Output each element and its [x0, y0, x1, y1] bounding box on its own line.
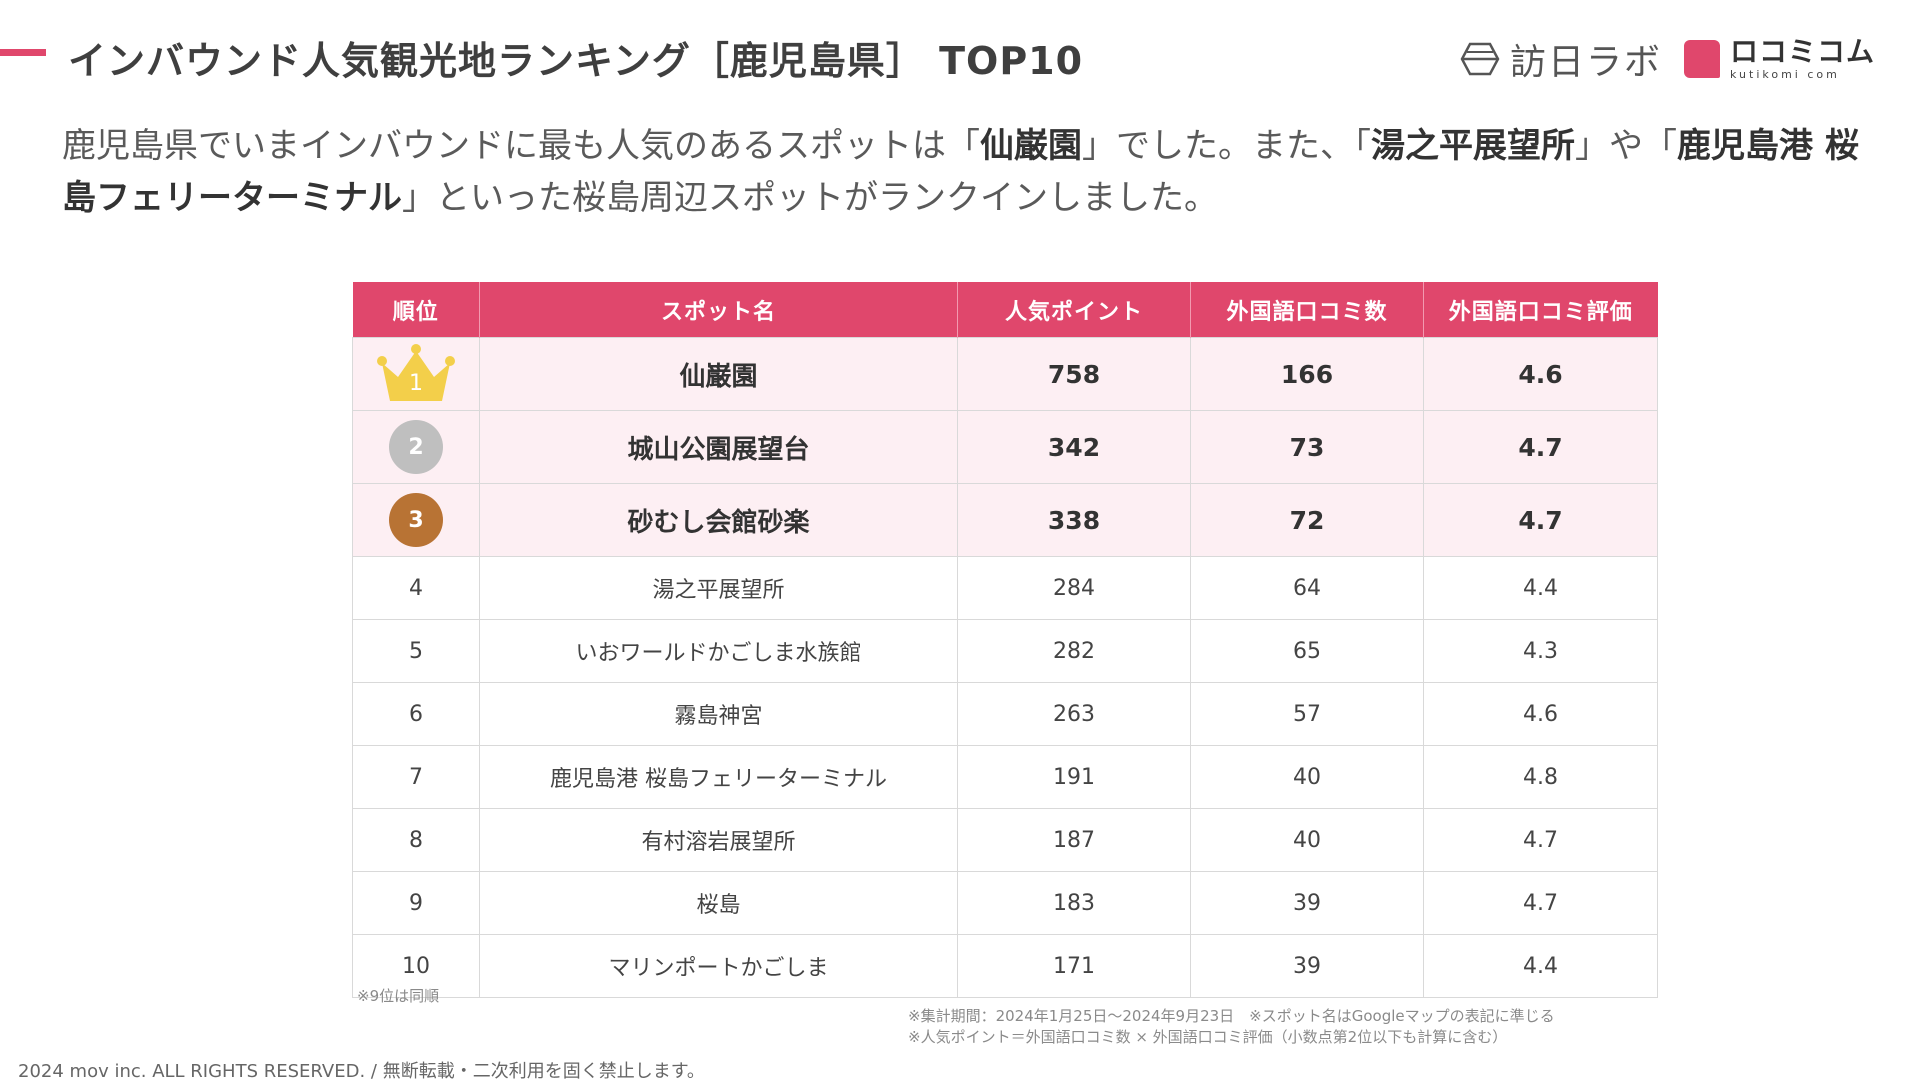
spot-name: 桜島 [479, 871, 958, 935]
rating-cell: 4.7 [1423, 871, 1658, 935]
rank-cell: 5 [352, 619, 480, 683]
spot-name: 有村溶岩展望所 [479, 808, 958, 872]
table-header-row: 順位 スポット名 人気ポイント 外国語口コミ数 外国語口コミ評価 [352, 282, 1658, 338]
col-header-rank: 順位 [352, 282, 480, 338]
col-header-rating: 外国語口コミ評価 [1423, 282, 1658, 338]
ranking-table: 順位 スポット名 人気ポイント 外国語口コミ数 外国語口コミ評価 1 仙巌園 [352, 282, 1658, 998]
kutikomi-logo-text: ロコミコム [1730, 35, 1876, 68]
copyright-text: 2024 mov inc. ALL RIGHTS RESERVED. / 無断転… [18, 1061, 705, 1082]
logo-group: 訪日ラボ ロコミコム kutikomi com [1460, 34, 1875, 84]
rank-cell: 7 [352, 745, 480, 809]
col-header-spot: スポット名 [479, 282, 958, 338]
intro-text: 鹿児島県でいまインバウンドに最も人気のあるスポットは「仙巌園」でした。また、「湯… [62, 126, 1859, 218]
rank-cell: 3 [352, 483, 480, 557]
rating-cell: 4.7 [1423, 808, 1658, 872]
points-cell: 183 [957, 871, 1191, 935]
points-cell: 284 [957, 556, 1191, 620]
spot-name: 砂むし会館砂楽 [479, 483, 958, 557]
rank-cell: 8 [352, 808, 480, 872]
kutikomi-logo-icon [1684, 40, 1721, 78]
reviews-cell: 73 [1190, 410, 1424, 484]
rank-number: 1 [409, 371, 423, 396]
reviews-cell: 65 [1190, 619, 1424, 683]
table-row: 5 いおワールドかごしま水族館 282 65 4.3 [352, 619, 1658, 683]
rating-cell: 4.6 [1423, 337, 1658, 411]
col-header-points: 人気ポイント [957, 282, 1191, 338]
rating-cell: 4.4 [1423, 556, 1658, 620]
spot-name: 湯之平展望所 [479, 556, 958, 620]
bronze-medal-icon: 3 [389, 493, 443, 547]
table-row: 1 仙巌園 758 166 4.6 [352, 337, 1658, 411]
col-header-reviews: 外国語口コミ数 [1190, 282, 1424, 338]
lab-logo-text: 訪日ラボ [1510, 42, 1663, 83]
points-cell: 263 [957, 682, 1191, 746]
spot-name: マリンポートかごしま [479, 934, 958, 998]
page-title: インバウンド人気観光地ランキング［鹿児島県］ TOP10 [68, 39, 1084, 83]
rating-cell: 4.4 [1423, 934, 1658, 998]
points-cell: 187 [957, 808, 1191, 872]
table-row: 7 鹿児島港 桜島フェリーターミナル 191 40 4.8 [352, 745, 1658, 809]
rank-cell: 1 [352, 337, 480, 411]
reviews-cell: 64 [1190, 556, 1424, 620]
spot-name: 仙巌園 [479, 337, 958, 411]
table-row: 8 有村溶岩展望所 187 40 4.7 [352, 808, 1658, 872]
silver-medal-icon: 2 [389, 420, 443, 474]
houjin-lab-logo: 訪日ラボ [1460, 33, 1662, 85]
rank-cell: 9 [352, 871, 480, 935]
spot-name: 鹿児島港 桜島フェリーターミナル [479, 745, 958, 809]
reviews-cell: 166 [1190, 337, 1424, 411]
rank-cell: 2 [352, 410, 480, 484]
rank-cell: 4 [352, 556, 480, 620]
spot-name: 霧島神宮 [479, 682, 958, 746]
rating-cell: 4.8 [1423, 745, 1658, 809]
table-row: 6 霧島神宮 263 57 4.6 [352, 682, 1658, 746]
lab-logo-icon [1460, 42, 1500, 76]
rating-cell: 4.7 [1423, 483, 1658, 557]
period-note: ※集計期間：2024年1月25日～2024年9月23日 ※スポット名はGoogl… [908, 1007, 1555, 1025]
rank-cell: 6 [352, 682, 480, 746]
table-row: 3 砂むし会館砂楽 338 72 4.7 [352, 483, 1658, 557]
kutikomi-logo: ロコミコム kutikomi com [1684, 38, 1875, 80]
points-cell: 191 [957, 745, 1191, 809]
points-cell: 282 [957, 619, 1191, 683]
points-cell: 171 [957, 934, 1191, 998]
rating-cell: 4.3 [1423, 619, 1658, 683]
spot-name: いおワールドかごしま水族館 [479, 619, 958, 683]
table-row: 4 湯之平展望所 284 64 4.4 [352, 556, 1658, 620]
tie-note: ※9位は同順 [357, 987, 440, 1005]
formula-note: ※人気ポイント＝外国語口コミ数 × 外国語口コミ評価（小数点第2位以下も計算に含… [908, 1028, 1508, 1046]
table-row: 9 桜島 183 39 4.7 [352, 871, 1658, 935]
reviews-cell: 40 [1190, 808, 1424, 872]
points-cell: 338 [957, 483, 1191, 557]
highlight-spot-3: 鹿児島港 桜島フェリーターミナル [62, 126, 1859, 218]
highlight-spot-1: 仙巌園 [980, 126, 1082, 166]
reviews-cell: 40 [1190, 745, 1424, 809]
rating-cell: 4.6 [1423, 682, 1658, 746]
reviews-cell: 72 [1190, 483, 1424, 557]
table-row: 2 城山公園展望台 342 73 4.7 [352, 410, 1658, 484]
spot-name: 城山公園展望台 [479, 410, 958, 484]
points-cell: 758 [957, 337, 1191, 411]
rank-cell: 10 [352, 934, 480, 998]
rating-cell: 4.7 [1423, 410, 1658, 484]
reviews-cell: 57 [1190, 682, 1424, 746]
points-cell: 342 [957, 410, 1191, 484]
kutikomi-logo-subtext: kutikomi com [1730, 68, 1840, 81]
reviews-cell: 39 [1190, 934, 1424, 998]
header-accent-bar [0, 49, 46, 56]
highlight-spot-2: 湯之平展望所 [1371, 126, 1575, 166]
crown-icon: 1 [376, 343, 456, 405]
table-row: 10 マリンポートかごしま 171 39 4.4 [352, 934, 1658, 998]
reviews-cell: 39 [1190, 871, 1424, 935]
